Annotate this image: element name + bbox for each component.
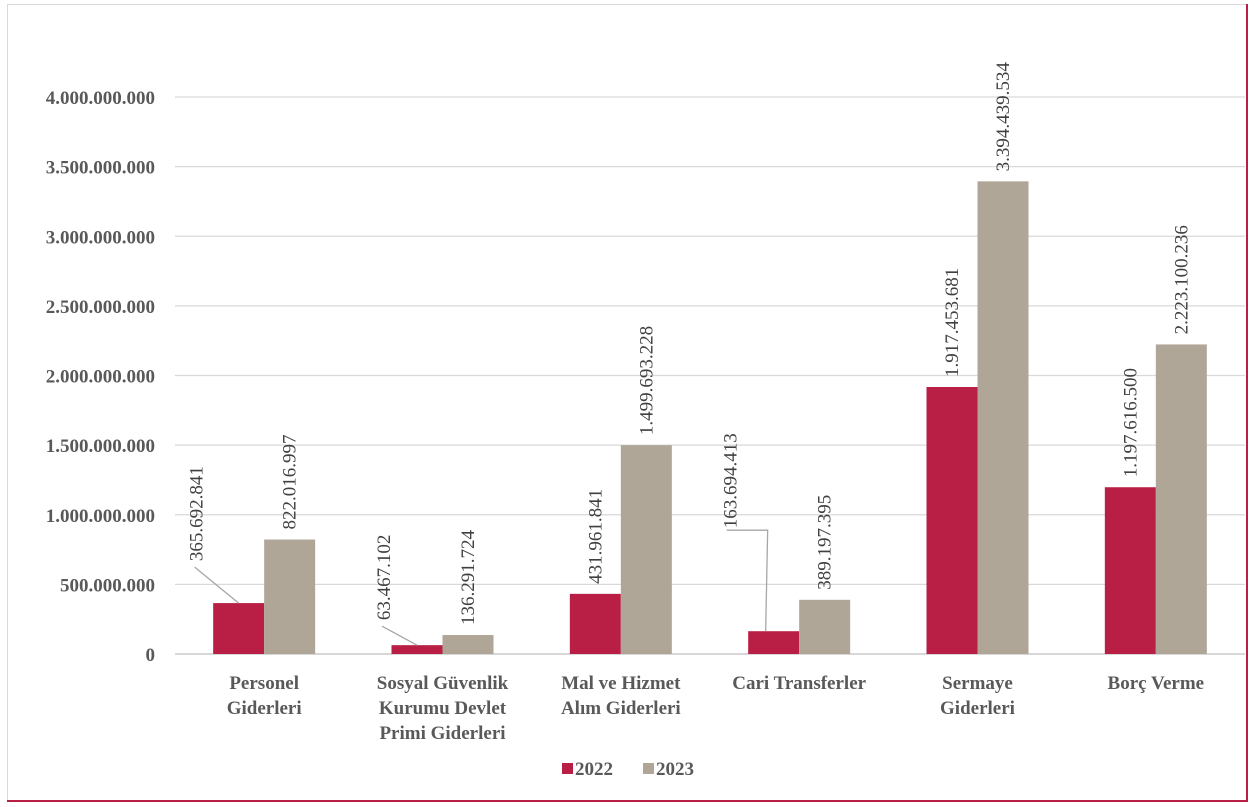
y-tick-label: 0 (146, 645, 156, 666)
y-tick-label: 3.000.000.000 (46, 227, 155, 248)
right-accent-border (1246, 4, 1248, 801)
data-label-2023: 389.197.395 (815, 495, 836, 590)
data-label-2023: 1.499.693.228 (636, 326, 657, 435)
y-tick-label: 1.500.000.000 (46, 436, 155, 457)
bars (213, 181, 1207, 655)
y-tick-label: 2.500.000.000 (46, 297, 155, 318)
y-tick-label: 4.000.000.000 (46, 88, 155, 109)
bar-2023 (620, 445, 672, 654)
bar-2022 (926, 386, 978, 654)
label-leader-lines (194, 529, 769, 646)
category-label: Sosyal Güvenlik (377, 673, 509, 694)
leader-line (381, 625, 418, 646)
bottom-accent-border (7, 800, 1248, 802)
category-label: Sermaye (942, 673, 1013, 694)
bar-2022 (748, 631, 800, 654)
bar-2022 (391, 645, 443, 654)
data-label-2023: 822.016.997 (280, 435, 301, 530)
y-tick-label: 1.000.000.000 (46, 506, 155, 527)
chart-frame (7, 4, 1247, 801)
category-label: Cari Transferler (732, 673, 866, 694)
leader-line (194, 566, 240, 604)
leader-line (726, 529, 769, 632)
data-label-2023: 136.291.724 (458, 530, 479, 626)
grid-lines (175, 96, 1245, 655)
y-tick-label: 500.000.000 (60, 575, 155, 596)
bar-2022 (569, 593, 621, 654)
legend-swatch-2022 (562, 763, 573, 774)
y-axis-tick-labels: 0 500.000.000 1.000.000.000 1.500.000.000 2.… (46, 88, 155, 666)
legend: 2022 2023 (562, 759, 694, 780)
category-label: Mal ve Hizmet (561, 673, 681, 694)
category-label: Alım Giderleri (561, 698, 681, 719)
bar-2023 (1155, 344, 1207, 654)
bar-2023 (799, 599, 851, 654)
category-labels: Personel Giderleri Sosyal Güvenlik Kurumu D… (227, 673, 1204, 744)
data-label-2022: 1.197.616.500 (1120, 368, 1141, 477)
data-label-2022: 1.917.453.681 (942, 268, 963, 377)
y-tick-label: 2.000.000.000 (46, 367, 155, 388)
bar-2023 (442, 635, 494, 654)
data-label-2023: 2.223.100.236 (1171, 225, 1192, 334)
bar-2023 (264, 539, 316, 654)
data-label-2022: 365.692.841 (187, 466, 208, 561)
data-label-2023: 3.394.439.534 (993, 62, 1014, 172)
category-label: Giderleri (227, 698, 302, 719)
data-label-2022: 163.694.413 (721, 433, 742, 528)
category-label: Personel (229, 673, 299, 694)
legend-label-2023: 2023 (656, 759, 694, 780)
category-label: Kurumu Devlet (379, 698, 507, 719)
bar-2022 (213, 603, 265, 654)
y-tick-label: 3.500.000.000 (46, 158, 155, 179)
category-label: Borç Verme (1108, 673, 1205, 694)
bar-2022 (1104, 487, 1156, 654)
bar-2023 (977, 181, 1029, 655)
data-label-2022: 63.467.102 (374, 535, 395, 621)
data-labels: 365.692.841 822.016.997 63.467.102 136.291.… (187, 62, 1193, 625)
legend-label-2022: 2022 (575, 759, 613, 780)
category-label: Primi Giderleri (379, 723, 505, 744)
data-label-2022: 431.961.841 (585, 489, 606, 584)
category-label: Giderleri (940, 698, 1015, 719)
legend-swatch-2023 (643, 763, 654, 774)
